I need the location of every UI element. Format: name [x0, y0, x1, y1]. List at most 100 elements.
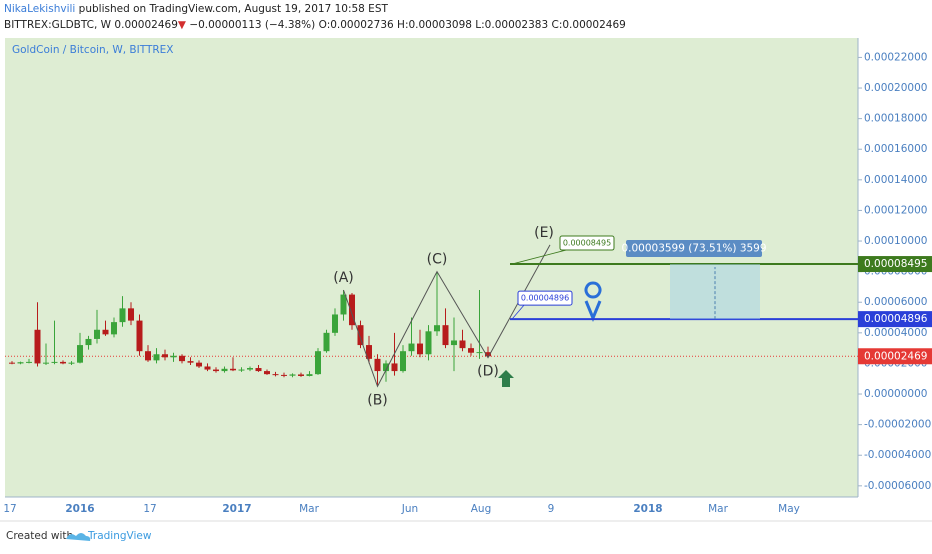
candle-body [417, 343, 423, 355]
open: O:0.00002736 [319, 19, 394, 31]
low: L:0.00002383 [475, 19, 548, 31]
candle-body [128, 308, 134, 321]
x-tick-label: May [778, 503, 800, 515]
candle-body [468, 348, 474, 353]
candle-body [451, 340, 457, 346]
x-tick-label: Aug [471, 503, 492, 515]
candle-body [264, 371, 270, 375]
candle-body [17, 362, 24, 364]
y-tick-label: 0.00010000 [864, 235, 927, 247]
candle-body [425, 331, 432, 355]
axis-last-box [858, 348, 932, 365]
header-line-1: NikaLekishvili published on TradingView.… [4, 3, 388, 15]
candle-body [485, 352, 491, 357]
wave-label: (D) [477, 364, 499, 380]
candle-body [43, 362, 49, 364]
x-tick-label: Mar [299, 503, 319, 515]
callout-pointer [511, 304, 525, 320]
candle-body [77, 345, 83, 363]
down-arrow: ▼ [178, 19, 187, 31]
candle-body [187, 361, 194, 363]
axis-price-label: 0.00008495 [864, 258, 927, 270]
candle-body [366, 345, 372, 359]
candle-body [94, 329, 100, 339]
candle-body [136, 320, 143, 352]
candle-body [289, 374, 296, 376]
candle-body [60, 361, 66, 364]
wave-label: (E) [534, 225, 554, 241]
candle-body [315, 351, 321, 375]
x-tick-label: 2017 [222, 503, 251, 515]
candle-body [221, 368, 228, 372]
x-tick-label: Jun [401, 503, 418, 515]
footer-created: Created with [6, 530, 73, 542]
up-arrow-icon [498, 370, 514, 387]
candle-body [153, 354, 160, 361]
x-tick-label: 17 [3, 503, 16, 515]
y-tick-label: 0.00016000 [864, 143, 927, 155]
tradingview-logo [66, 533, 91, 541]
y-tick-label: -0.00004000 [864, 449, 931, 461]
candle-body [213, 369, 219, 372]
candle-body [357, 325, 364, 346]
footer-brand[interactable]: TradingView [87, 530, 152, 542]
candle-body [323, 332, 330, 352]
candle-body [102, 329, 109, 335]
candle-body [281, 374, 287, 376]
candle-body [306, 374, 313, 376]
candle-body [332, 314, 338, 333]
candle-body [26, 361, 32, 363]
wave-label: (A) [333, 270, 354, 286]
candle-body [255, 368, 262, 372]
candle-body [85, 338, 92, 346]
candle-body [162, 354, 168, 358]
header-line-2: BITTREX:GLDBTC, W 0.00002469▼ −0.0000011… [4, 19, 626, 31]
candle-body [196, 362, 202, 367]
axis-last-label: 0.00002469 [864, 350, 927, 362]
high: H:0.00003098 [397, 19, 472, 31]
candle-body [434, 325, 440, 332]
candle-body [51, 361, 58, 363]
candle-body [340, 294, 347, 315]
y-tick-label: 0.00018000 [864, 113, 927, 125]
y-tick-label: 0.00000000 [864, 388, 927, 400]
x-tick-label: 2016 [65, 503, 94, 515]
wave-label: (B) [367, 392, 388, 408]
callout-pointer [511, 249, 567, 265]
x-tick-label: Mar [708, 503, 728, 515]
candle-body [391, 363, 398, 372]
candle-body [145, 351, 151, 361]
candle-body [170, 355, 177, 358]
candle-body [383, 363, 389, 372]
candle-body [476, 352, 483, 354]
y-tick-label: 0.00004000 [864, 327, 927, 339]
candle-body [34, 329, 41, 364]
y-tick-label: 0.00022000 [864, 51, 927, 63]
y-tick-label: 0.00020000 [864, 82, 927, 94]
candle-body [374, 358, 381, 372]
candle-body [349, 294, 355, 326]
author[interactable]: NikaLekishvili [4, 3, 75, 15]
location-pin [584, 281, 602, 322]
candle-body [298, 374, 304, 376]
candle-body [230, 368, 236, 371]
y-tick-label: 0.00006000 [864, 296, 927, 308]
candle-body [111, 322, 117, 335]
callout-box [559, 235, 615, 251]
candle-body [459, 340, 466, 349]
chart-title: GoldCoin / Bitcoin, W, BITTREX [12, 44, 174, 56]
candle-body [400, 351, 406, 372]
callout-label: 0.00004896 [521, 294, 569, 303]
change: −0.00000113 (−4.38%) [189, 19, 315, 31]
candle-body [408, 343, 415, 352]
callout-box [517, 290, 573, 306]
candle-body [272, 374, 279, 376]
y-tick-label: 0.00012000 [864, 204, 927, 216]
symbol: BITTREX:GLDBTC, W [4, 19, 112, 31]
candle-body [204, 366, 211, 370]
axis-price-box [858, 311, 932, 328]
x-tick-label: 17 [143, 503, 156, 515]
candle-body [119, 308, 126, 323]
measure-label: 0.00003599 (73.51%) 3599 [621, 243, 766, 255]
